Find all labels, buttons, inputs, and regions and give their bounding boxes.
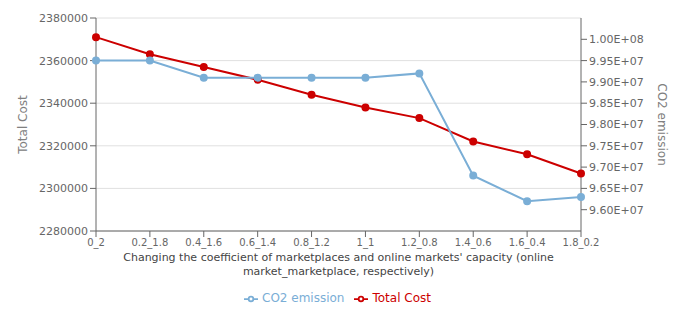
svg-text:1.8_0.2: 1.8_0.2 — [563, 237, 600, 249]
svg-text:1.6_0.4: 1.6_0.4 — [509, 237, 546, 249]
svg-text:9.65E+07: 9.65E+07 — [589, 182, 644, 195]
svg-text:Changing the coefficient of ma: Changing the coefficient of marketplaces… — [123, 251, 554, 278]
svg-text:9.70E+07: 9.70E+07 — [589, 161, 644, 174]
svg-text:2280000: 2280000 — [39, 225, 88, 238]
svg-text:0.8_1.2: 0.8_1.2 — [293, 237, 330, 249]
svg-text:1.2_0.8: 1.2_0.8 — [401, 237, 438, 249]
svg-text:9.60E+07: 9.60E+07 — [589, 204, 644, 217]
svg-text:9.80E+07: 9.80E+07 — [589, 118, 644, 131]
svg-text:Total Cost: Total Cost — [16, 95, 30, 155]
svg-text:2360000: 2360000 — [39, 55, 88, 68]
svg-text:9.75E+07: 9.75E+07 — [589, 140, 644, 153]
svg-text:2340000: 2340000 — [39, 97, 88, 110]
svg-text:1.00E+08: 1.00E+08 — [589, 33, 644, 46]
svg-text:2380000: 2380000 — [39, 12, 88, 25]
svg-text:CO2 emission: CO2 emission — [655, 83, 669, 165]
svg-text:1.4_0.6: 1.4_0.6 — [455, 237, 492, 249]
html-text:CO2 emission: CO2 emission — [262, 291, 345, 305]
svg-text:0_2: 0_2 — [87, 237, 105, 249]
svg-text:9.95E+07: 9.95E+07 — [589, 55, 644, 68]
svg-text:2320000: 2320000 — [39, 140, 88, 153]
svg-text:0.4_1.6: 0.4_1.6 — [185, 237, 222, 249]
svg-text:0.6_1.4: 0.6_1.4 — [239, 237, 276, 249]
svg-text:2300000: 2300000 — [39, 182, 88, 195]
svg-text:9.85E+07: 9.85E+07 — [589, 97, 644, 110]
html-text:Total Cost: Total Cost — [372, 291, 431, 305]
svg-text:9.90E+07: 9.90E+07 — [589, 76, 644, 89]
svg-text:1_1: 1_1 — [357, 237, 375, 249]
svg-text:0.2_1.8: 0.2_1.8 — [131, 237, 168, 249]
